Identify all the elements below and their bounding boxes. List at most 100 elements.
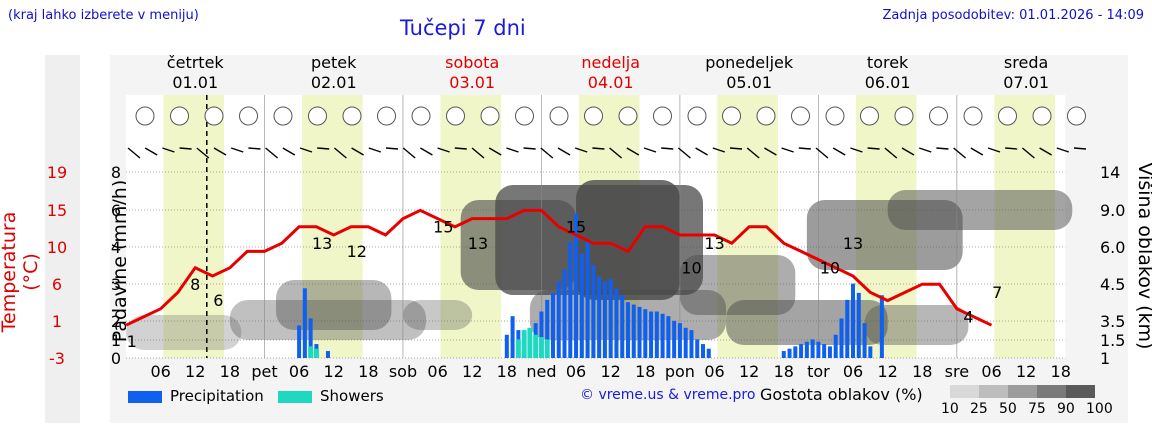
day-label: četrtek 01.01 — [135, 53, 255, 93]
precip-tick-label: 8 — [111, 163, 121, 182]
day-label: sobota 03.01 — [412, 53, 532, 93]
precip-bar — [625, 302, 630, 358]
temperature-tick: 1 — [51, 312, 63, 331]
precip-bar — [879, 295, 884, 358]
wind-barb — [815, 147, 829, 159]
x-tick-label: 12 — [877, 362, 897, 381]
x-tick-label: 06 — [704, 362, 724, 381]
density-swatch — [1066, 385, 1095, 398]
wind-barb — [454, 147, 467, 150]
wind-barb — [299, 147, 313, 153]
precip-tick-label: 3 — [111, 275, 121, 294]
temperature-label: 6 — [213, 291, 223, 310]
temperature-label: 13 — [312, 234, 332, 253]
wind-barb — [574, 147, 588, 153]
wind-barb — [953, 147, 967, 159]
precip-bar — [810, 339, 815, 358]
wind-barb — [1056, 147, 1070, 153]
precip-bar — [833, 334, 838, 358]
density-step-label: 100 — [1086, 401, 1113, 417]
precip-bar — [637, 306, 642, 358]
temperature-label: 4 — [963, 308, 973, 327]
cloud-layer — [276, 280, 392, 330]
wind-barb — [230, 147, 244, 153]
temperature-tick: 15 — [46, 201, 68, 220]
precip-bar — [856, 292, 861, 358]
precip-tick-label: 2 — [111, 312, 121, 331]
cloud-tick-label: 9.0 — [1100, 201, 1125, 220]
wind-barb — [712, 147, 726, 153]
precip-bar — [585, 241, 590, 358]
daylight-band — [163, 95, 225, 358]
wind-barb — [1073, 147, 1087, 150]
precip-tick-label: 6 — [111, 201, 121, 220]
cloud-layer — [126, 315, 242, 350]
wind-barb — [764, 147, 777, 156]
wind-barb — [850, 147, 863, 153]
day-name: nedelja — [581, 53, 641, 72]
cloud-tick-label: 14 — [1100, 163, 1120, 182]
day-date: 02.01 — [310, 73, 357, 92]
x-tick-label: 12 — [324, 362, 344, 381]
left-axis-panel — [45, 55, 80, 423]
density-swatch — [1037, 385, 1066, 398]
precip-bar — [643, 309, 648, 358]
wind-barb — [832, 147, 846, 156]
precip-bar — [308, 318, 313, 358]
x-tick-label: 18 — [635, 362, 655, 381]
x-tick-label: 18 — [774, 362, 794, 381]
precip-bar — [804, 341, 809, 358]
weather-icon — [308, 106, 327, 126]
precip-bar — [545, 299, 550, 358]
day-name: četrtek — [166, 53, 224, 72]
precip-bar — [827, 346, 832, 358]
weather-icon — [135, 106, 155, 126]
wind-barb — [557, 147, 571, 156]
wind-barb — [385, 147, 399, 150]
precip-bar — [602, 281, 607, 358]
legend-showers-label: Showers — [320, 387, 384, 405]
shower-bar — [544, 339, 550, 358]
day-name: ponedeljek — [705, 53, 794, 72]
weather-icon — [722, 106, 741, 126]
credit-link[interactable]: © vreme.us & vreme.pro — [580, 387, 756, 403]
weather-icon — [998, 106, 1017, 126]
day-date: 07.01 — [1003, 73, 1050, 92]
cloud-tick-label: 6.0 — [1100, 238, 1125, 257]
shower-bar — [538, 337, 544, 358]
weather-icon — [894, 106, 914, 126]
weather-icon — [653, 106, 672, 126]
region-hint: (kraj lahko izberete v meniju) — [8, 8, 199, 23]
wind-barb — [506, 147, 519, 153]
x-tick-label: 18 — [497, 362, 517, 381]
density-step-label: 50 — [999, 401, 1017, 417]
wind-barb — [265, 147, 279, 159]
precip-tick-label: 1 — [111, 331, 121, 350]
precip-bar — [568, 241, 573, 358]
precip-bar — [556, 281, 561, 358]
weather-icon — [342, 106, 362, 126]
cloud-layer — [887, 190, 1073, 230]
wind-barb — [918, 147, 932, 153]
x-tick-label: 06 — [566, 362, 586, 381]
weather-icon — [1032, 106, 1052, 126]
precip-bar — [689, 330, 694, 358]
day-label: petek 02.01 — [274, 53, 394, 93]
wind-barb — [213, 147, 227, 156]
precip-bar — [862, 323, 867, 358]
precip-bar — [654, 311, 659, 358]
page-title: Tučepi 7 dni — [400, 16, 526, 40]
wind-barb — [609, 147, 623, 159]
day-name: sobota — [445, 53, 500, 72]
precip-bar — [793, 346, 798, 358]
precip-bar — [683, 327, 688, 358]
legend-precipitation: Precipitation — [128, 387, 264, 405]
day-date: 01.01 — [172, 73, 219, 92]
precip-bar — [839, 318, 844, 358]
x-tick-label: 18 — [912, 362, 932, 381]
wind-barb — [901, 147, 915, 156]
day-date: 04.01 — [587, 73, 634, 92]
day-name: petek — [311, 53, 357, 72]
wind-barb — [626, 147, 640, 156]
